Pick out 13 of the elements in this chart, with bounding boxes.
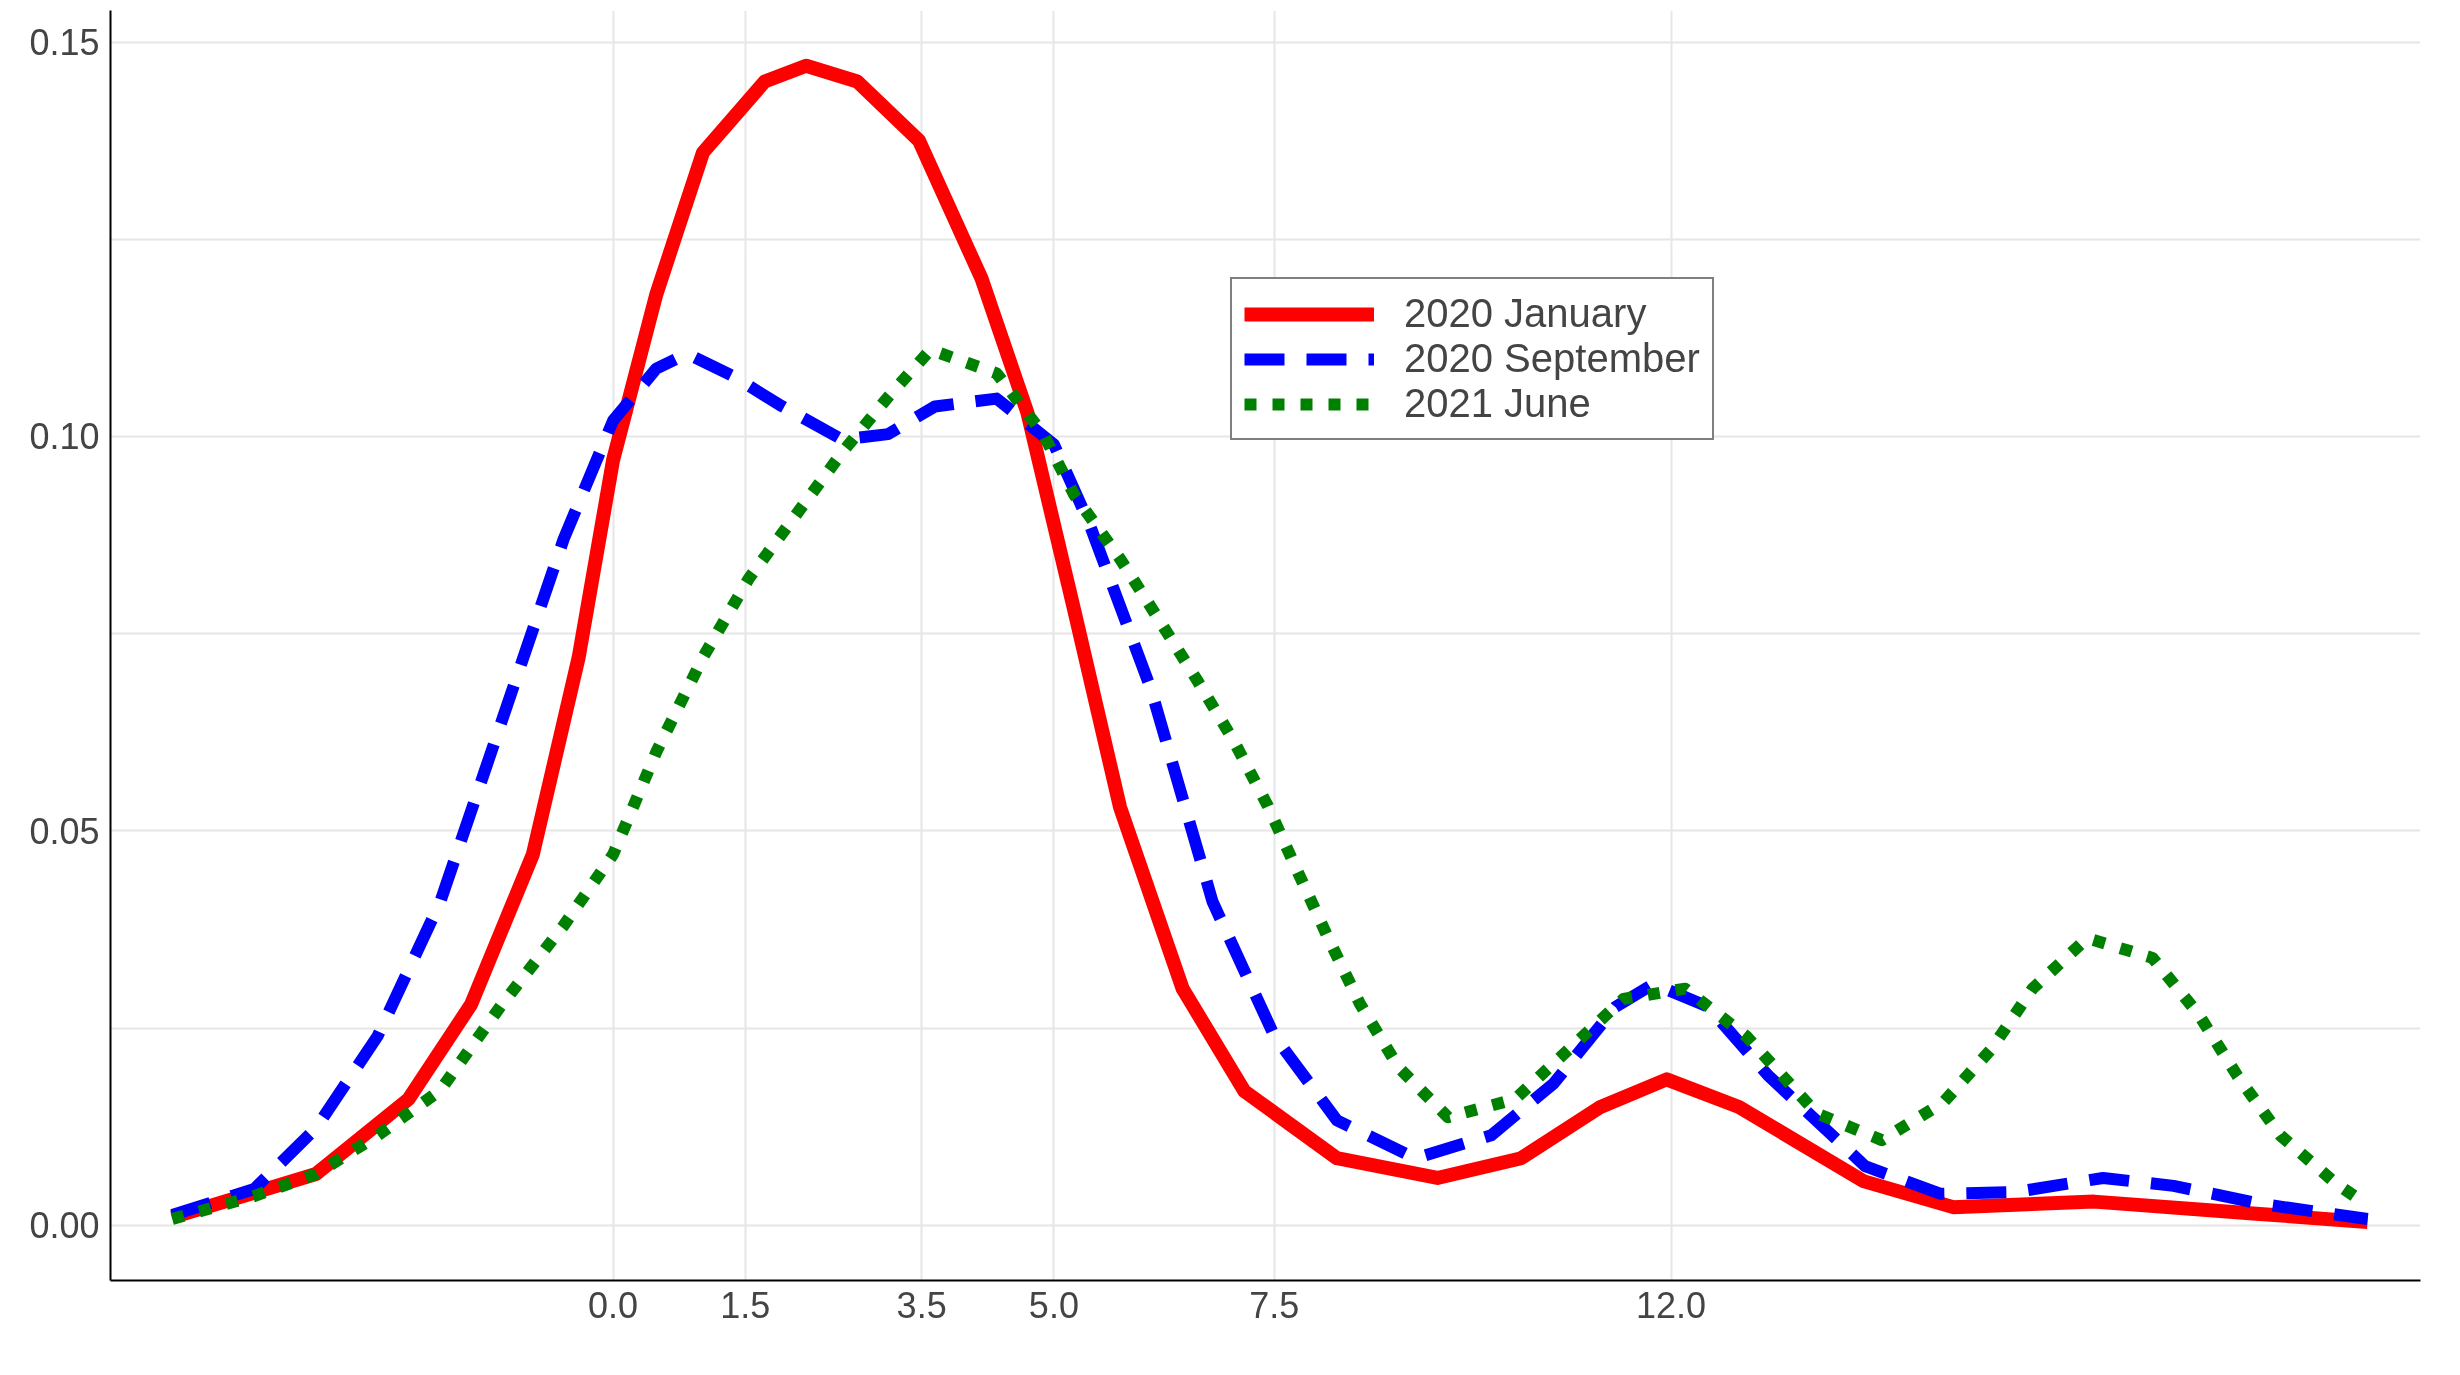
x-tick-label: 0.0: [588, 1284, 639, 1326]
y-tick-label: 0.10: [29, 416, 100, 458]
x-tick-label: 1.5: [720, 1284, 771, 1326]
x-tick-label: 12.0: [1636, 1284, 1707, 1326]
y-tick-label: 0.15: [29, 22, 100, 64]
y-tick-label: 0.00: [29, 1205, 100, 1247]
y-tick-label: 0.05: [29, 810, 100, 852]
x-tick-label: 3.5: [896, 1284, 947, 1326]
legend-label: 2021 June: [1404, 381, 1591, 426]
x-tick-label: 5.0: [1028, 1284, 1079, 1326]
legend-label: 2020 September: [1404, 336, 1700, 381]
legend-label: 2020 January: [1404, 291, 1647, 336]
x-tick-label: 7.5: [1249, 1284, 1300, 1326]
